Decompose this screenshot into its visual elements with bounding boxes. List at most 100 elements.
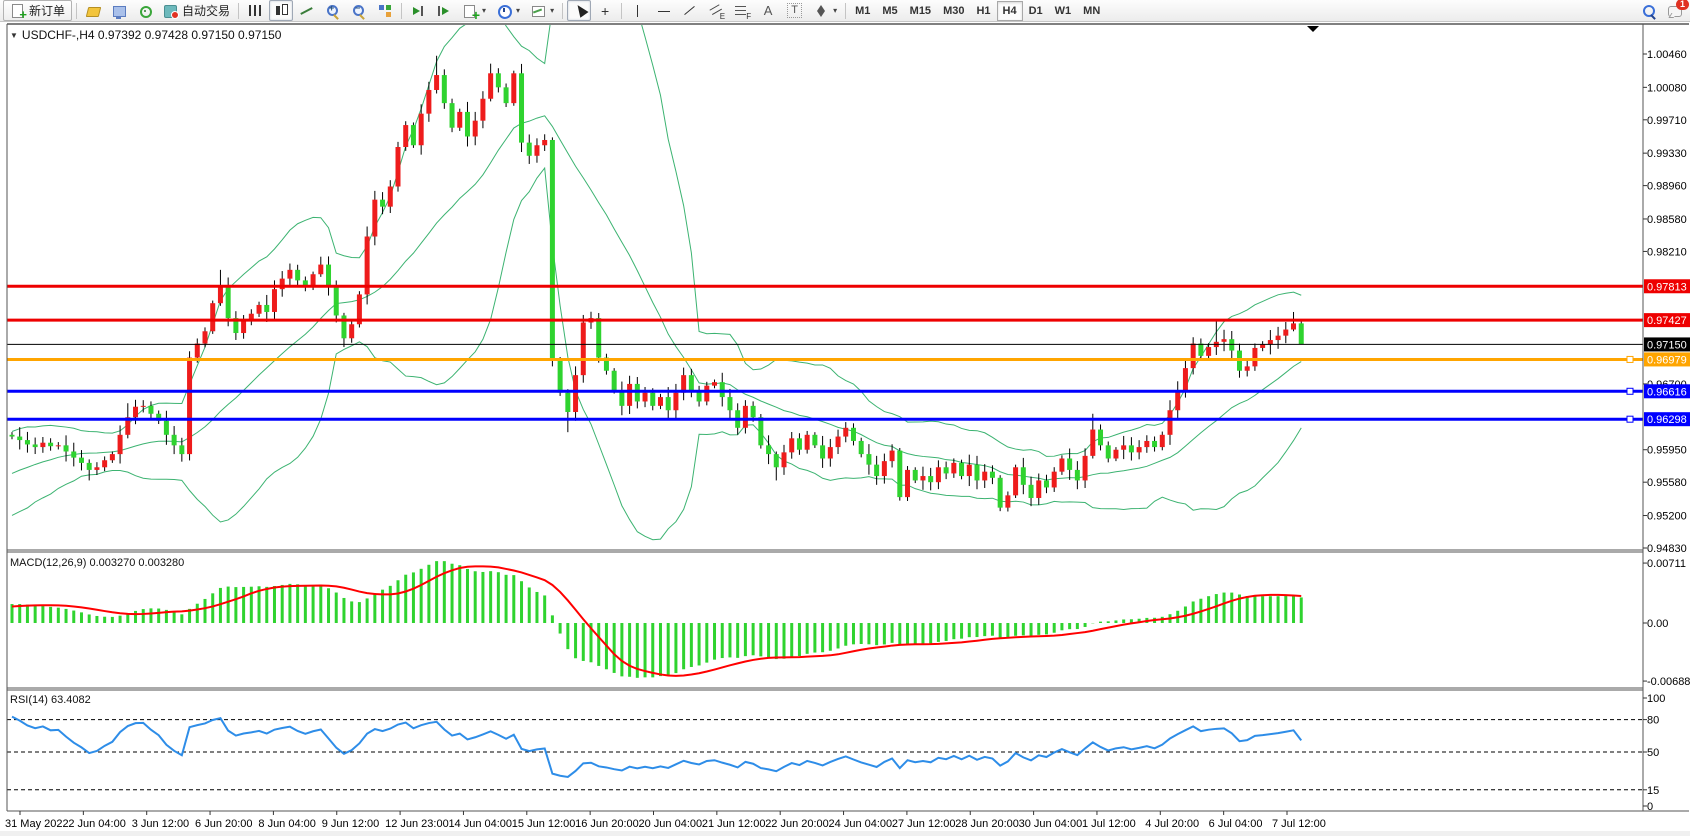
candle bbox=[781, 452, 787, 468]
tf-m1-button[interactable]: M1 bbox=[855, 4, 871, 17]
market-watch-button[interactable] bbox=[81, 0, 105, 21]
candle bbox=[109, 454, 115, 461]
horizontal-line-button[interactable] bbox=[652, 0, 676, 21]
vertical-line-button[interactable] bbox=[626, 0, 650, 21]
candle bbox=[603, 357, 609, 371]
candle bbox=[326, 264, 332, 288]
tf-m30-button[interactable]: M30 bbox=[943, 4, 965, 17]
zoom-out-button[interactable]: − bbox=[347, 0, 371, 21]
candle bbox=[758, 417, 764, 446]
candle bbox=[202, 331, 208, 344]
tf-m5-button[interactable]: M5 bbox=[882, 4, 898, 17]
periods-button[interactable]: ▾ bbox=[492, 0, 524, 21]
auto-scroll-button[interactable] bbox=[406, 0, 430, 21]
navigator-button[interactable] bbox=[107, 0, 131, 21]
price-line-label: 0.97427 bbox=[1647, 315, 1687, 327]
chevron-down-icon[interactable]: ▾ bbox=[550, 6, 555, 15]
candle bbox=[1152, 440, 1158, 448]
candle bbox=[1298, 323, 1304, 345]
cursor-icon bbox=[571, 3, 587, 19]
chevron-down-icon[interactable]: ▾ bbox=[482, 6, 487, 15]
auto-scroll-icon bbox=[410, 3, 426, 19]
chevron-down-icon[interactable]: ▾ bbox=[516, 6, 521, 15]
templates-button[interactable]: ▾ bbox=[526, 0, 558, 21]
candle bbox=[148, 405, 154, 414]
candle bbox=[1028, 484, 1034, 498]
horizontal-lines[interactable] bbox=[7, 284, 1643, 423]
date-label: 24 Jun 04:00 bbox=[829, 818, 893, 830]
line-chart-button[interactable] bbox=[295, 0, 319, 21]
indicators-button[interactable]: ▾ bbox=[458, 0, 490, 23]
market-watch-icon bbox=[85, 3, 101, 19]
fibonacci-button[interactable] bbox=[730, 0, 754, 21]
notifications-icon: 1 bbox=[1667, 0, 1689, 19]
equidistant-channel-button[interactable] bbox=[704, 0, 728, 21]
candle bbox=[750, 405, 756, 418]
bar-chart-button[interactable] bbox=[243, 0, 267, 21]
line-handle[interactable] bbox=[1626, 387, 1634, 395]
chart-shift-button[interactable] bbox=[432, 0, 456, 21]
tf-m15-button[interactable]: M15 bbox=[909, 4, 932, 17]
candle bbox=[557, 360, 563, 393]
crosshair-button[interactable]: + bbox=[593, 0, 617, 21]
candle bbox=[86, 462, 92, 470]
notifications-button[interactable]: 1 bbox=[1663, 0, 1689, 21]
chevron-down-icon[interactable]: ▾ bbox=[833, 6, 838, 15]
candle bbox=[657, 397, 663, 406]
date-label: 28 Jun 20:00 bbox=[955, 818, 1019, 830]
tf-h4-button[interactable]: H4 bbox=[996, 0, 1023, 21]
candle bbox=[356, 294, 362, 325]
price-line-label: 0.97813 bbox=[1647, 281, 1687, 293]
text-icon: A bbox=[763, 2, 773, 18]
tf-mn-button[interactable]: MN bbox=[1083, 4, 1101, 17]
text-button[interactable]: A bbox=[756, 0, 780, 21]
new-order-button[interactable]: 新订单 bbox=[3, 0, 73, 22]
sign: − bbox=[355, 2, 361, 13]
text-label-button[interactable]: T bbox=[782, 0, 807, 21]
candle bbox=[1167, 410, 1173, 435]
chart-symbol-title[interactable]: ▼ USDCHF-,H4 0.97392 0.97428 0.97150 0.97… bbox=[10, 28, 281, 42]
candle bbox=[796, 438, 802, 450]
chart-shift-icon bbox=[436, 3, 452, 19]
navigator-icon bbox=[111, 3, 127, 19]
candle-chart-button[interactable] bbox=[269, 0, 294, 21]
candle bbox=[71, 451, 77, 458]
line-handle[interactable] bbox=[1626, 415, 1634, 423]
candle bbox=[55, 445, 61, 447]
sound-alert-button[interactable] bbox=[133, 0, 157, 21]
candle bbox=[742, 405, 748, 428]
trend-line-button[interactable] bbox=[678, 0, 702, 21]
tile-windows-button[interactable] bbox=[373, 0, 397, 21]
periods-icon bbox=[496, 3, 513, 19]
candle bbox=[1105, 445, 1111, 459]
arrows-icon bbox=[813, 3, 829, 19]
candle bbox=[928, 476, 934, 483]
collapse-triangle-icon[interactable]: ▼ bbox=[10, 31, 18, 40]
date-label: 12 Jun 23:00 bbox=[385, 818, 449, 830]
date-label: 2 Jun 04:00 bbox=[68, 818, 126, 830]
macd-axis-label: 0.00711 bbox=[1647, 558, 1686, 570]
candle bbox=[279, 278, 285, 290]
zoom-in-button[interactable]: + bbox=[321, 0, 345, 21]
time-axis[interactable]: 31 May 2022 2 Jun 04:00 3 Jun 12:00 6 Jun 2… bbox=[5, 811, 1326, 830]
chart-shift-marker[interactable] bbox=[1307, 26, 1319, 32]
arrows-button[interactable]: ▾ bbox=[809, 0, 841, 21]
price-tick-label: 0.94830 bbox=[1647, 543, 1687, 555]
price-axis[interactable]: 1.00460 1.00080 0.99710 0.99330 0.98960 0.985… bbox=[1643, 49, 1690, 813]
search-button[interactable] bbox=[1637, 0, 1661, 21]
tf-h1-button[interactable]: H1 bbox=[976, 4, 991, 17]
fibonacci-icon bbox=[734, 3, 751, 21]
tf-w1-button[interactable]: W1 bbox=[1054, 4, 1072, 17]
candle bbox=[1136, 447, 1142, 453]
tf-d1-button[interactable]: D1 bbox=[1028, 4, 1043, 17]
auto-trading-button[interactable]: 自动交易 bbox=[159, 0, 234, 21]
date-label: 27 Jun 12:00 bbox=[892, 818, 956, 830]
price-tick-label: 0.98580 bbox=[1647, 214, 1687, 226]
candle bbox=[681, 375, 687, 393]
candle bbox=[905, 469, 911, 498]
sound-alert-icon bbox=[137, 3, 153, 19]
candle bbox=[1059, 458, 1065, 472]
line-handle[interactable] bbox=[1626, 355, 1634, 363]
cursor-button[interactable] bbox=[567, 0, 592, 21]
